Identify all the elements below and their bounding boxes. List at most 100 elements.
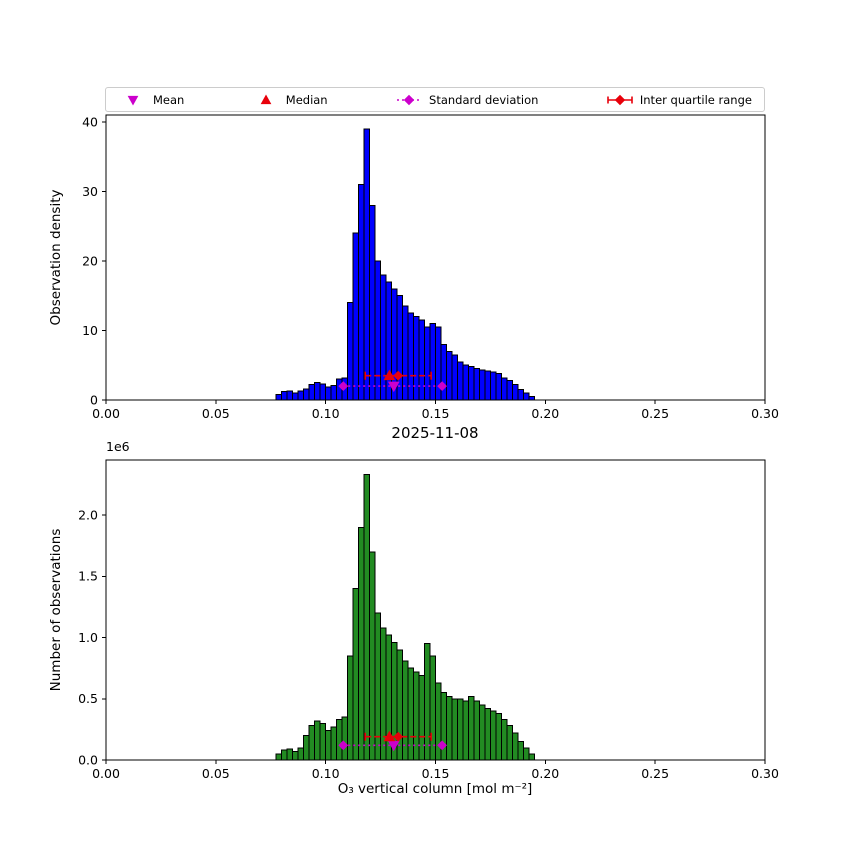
diamond-icon xyxy=(397,94,422,105)
std-deviation-range-end-diamond-icon xyxy=(338,381,349,392)
subplot-title: 2025-11-08 xyxy=(391,424,478,442)
inter-quartile-range-mid-diamond-icon xyxy=(393,370,404,381)
diamond-icon xyxy=(607,94,633,105)
legend-item-standard-deviation: Standard deviation xyxy=(394,93,538,107)
histogram-bar xyxy=(275,393,283,401)
histogram-bar xyxy=(467,695,475,761)
histogram-bar xyxy=(363,474,371,761)
histogram-bar xyxy=(336,378,343,401)
histogram-bar xyxy=(506,380,513,401)
histogram-bar xyxy=(308,384,316,401)
x-tick-label: 0.30 xyxy=(751,766,779,781)
histogram-bar xyxy=(330,384,338,401)
histogram-bar xyxy=(489,371,497,401)
std-deviation-range-end-diamond-icon xyxy=(437,740,447,751)
x-tick-label: 0.25 xyxy=(641,766,669,781)
histogram-bar xyxy=(462,700,469,761)
histogram-bar xyxy=(297,747,305,761)
histogram-bar xyxy=(451,698,458,761)
histogram-bar xyxy=(314,382,321,401)
x-tick-label: 0.25 xyxy=(641,406,669,421)
x-tick-label: 0.15 xyxy=(422,406,450,421)
histogram-bar xyxy=(462,364,469,401)
histogram-bar xyxy=(286,748,294,761)
histogram-bar xyxy=(451,354,458,401)
histogram-bar xyxy=(281,391,288,401)
histogram-bar xyxy=(478,369,486,401)
count-histogram-plot: 0.00 0.05 0.10 0.15 0.20 0.25 0.30 0.0 0.5 1.0 1.5… xyxy=(78,459,779,781)
histogram-bar xyxy=(484,370,491,401)
histogram-bar xyxy=(286,390,294,401)
histogram-bar xyxy=(429,323,437,401)
histogram-bar xyxy=(440,343,447,401)
y-tick-label: 1.0 xyxy=(78,630,98,645)
histogram-bar xyxy=(352,588,360,761)
histogram-bar xyxy=(297,390,305,401)
histogram-bar xyxy=(341,716,349,761)
histogram-bar xyxy=(380,274,387,401)
histogram-bar xyxy=(456,361,464,401)
histogram-bar xyxy=(281,749,288,761)
histogram-bar xyxy=(478,704,486,761)
histogram-bar xyxy=(445,695,453,761)
histogram-bar xyxy=(511,384,519,401)
histogram-bar xyxy=(369,551,376,761)
histogram-bar xyxy=(445,350,453,401)
histogram-bar xyxy=(292,392,299,401)
histogram-bar xyxy=(325,730,332,761)
histogram-bar xyxy=(358,184,365,401)
histogram-bar xyxy=(319,722,327,761)
x-tick-label: 0.00 xyxy=(92,766,120,781)
y-tick-label: 40 xyxy=(82,114,98,129)
y-tick-label: 30 xyxy=(82,184,98,199)
observation-count-histogram-bars xyxy=(275,474,535,761)
histogram-bar xyxy=(473,368,480,401)
histogram-bar xyxy=(292,750,299,761)
x-tick-label: 0.10 xyxy=(312,766,340,781)
y-tick-label: 0 xyxy=(90,392,98,407)
y-tick-label: 0.0 xyxy=(78,752,98,767)
xlabel: O₃ vertical column [mol m⁻²] xyxy=(338,781,533,797)
y-tick-label: 1.5 xyxy=(78,569,98,584)
triangle-down-icon xyxy=(127,95,139,106)
legend-label: Median xyxy=(285,92,328,107)
legend-label: Mean xyxy=(153,92,185,107)
histogram-bar xyxy=(418,319,426,401)
histogram-bar xyxy=(495,373,502,401)
legend-item-mean: Mean xyxy=(118,93,184,107)
mean-marker-icon xyxy=(387,740,400,752)
histogram-bar xyxy=(325,386,332,401)
legend-item-median: Median xyxy=(251,93,328,107)
histogram-bar xyxy=(435,682,442,761)
histogram-bar xyxy=(347,655,354,761)
histogram-bar xyxy=(489,710,497,761)
histogram-bar xyxy=(363,128,371,401)
y-tick-label: 2.0 xyxy=(78,507,98,522)
histogram-bar xyxy=(484,708,491,761)
density-histogram-plot: 0.00 0.05 0.10 0.15 0.20 0.25 0.30 0 10 20 30 40 xyxy=(82,114,779,421)
median-marker-icon xyxy=(383,369,396,381)
histogram-bar xyxy=(500,377,508,401)
histogram-bar xyxy=(467,366,475,401)
histogram-bar xyxy=(413,316,420,401)
y-tick-label: 20 xyxy=(82,253,98,268)
histogram-bar xyxy=(517,741,524,761)
histogram-bar xyxy=(424,326,431,401)
x-tick-label: 0.30 xyxy=(751,406,779,421)
legend-label: Standard deviation xyxy=(429,92,539,107)
histogram-bar xyxy=(308,725,316,761)
histogram-bar xyxy=(369,204,376,401)
histogram-bar xyxy=(528,396,535,401)
histogram-bar xyxy=(522,392,530,401)
histogram-bar xyxy=(358,526,365,761)
x-tick-label: 0.10 xyxy=(312,406,340,421)
y-tick-label: 10 xyxy=(82,323,98,338)
x-tick-label: 0.15 xyxy=(422,766,450,781)
triangle-up-icon xyxy=(260,93,272,104)
histogram-bar xyxy=(374,612,382,761)
histogram-bar xyxy=(511,732,519,761)
histogram-bar xyxy=(495,712,502,761)
histogram-bar xyxy=(522,747,530,761)
y-tick-label: 0.5 xyxy=(78,691,98,706)
histogram-bar xyxy=(506,725,513,761)
